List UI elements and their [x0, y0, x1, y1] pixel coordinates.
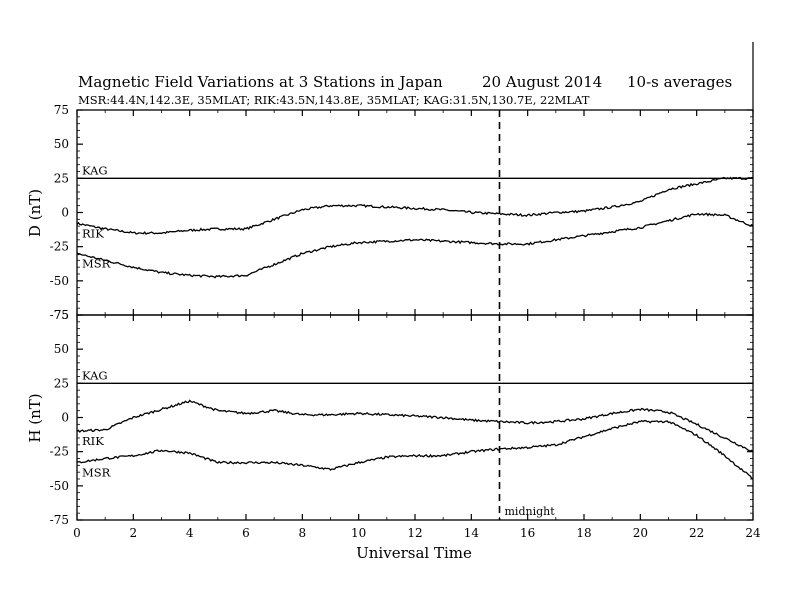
- series-line-msr-h: [76, 419, 754, 480]
- series-label-kag-d: KAG: [82, 163, 108, 177]
- y-tick-label-d: -50: [50, 274, 69, 288]
- y-tick-label-d: 50: [54, 137, 69, 151]
- x-axis-title: Universal Time: [356, 544, 472, 562]
- panel-d: 75 50 25 0 -25 -50 -75 KAG RIK MSR: [50, 103, 754, 322]
- y-tick-label-h: -75: [50, 513, 69, 527]
- x-tick-label: 18: [576, 526, 591, 540]
- x-tick-label: 12: [407, 526, 422, 540]
- y-tick-label-h: 75: [54, 308, 69, 322]
- x-tick-label: 2: [130, 526, 138, 540]
- y-tick-label-h: -25: [50, 445, 69, 459]
- stations-subtitle: MSR:44.4N,142.3E, 35MLAT; RIK:43.5N,143.…: [78, 93, 590, 107]
- x-tick-label: 22: [689, 526, 704, 540]
- x-tick-label: 10: [351, 526, 366, 540]
- x-tick-label: 0: [73, 526, 81, 540]
- y-tick-label-h: 25: [54, 376, 69, 390]
- x-tick-label: 24: [745, 526, 761, 540]
- x-tick-label: 14: [464, 526, 480, 540]
- y-tick-label-d: 25: [54, 171, 69, 185]
- y-tick-label-d: 0: [61, 206, 69, 220]
- x-tick-label: 8: [299, 526, 307, 540]
- y-tick-label-h: -50: [50, 479, 69, 493]
- plot-frame-d: [76, 109, 754, 316]
- series-line-rik-d: [76, 176, 754, 235]
- y-axis-title-d: D (nT): [26, 189, 44, 237]
- y-tick-label-h: 50: [54, 342, 69, 356]
- series-label-rik-d: RIK: [82, 226, 104, 240]
- x-tick-label: 20: [633, 526, 648, 540]
- y-tick-label-d: 75: [54, 103, 69, 117]
- x-tick-label: 16: [520, 526, 535, 540]
- series-label-msr-d: MSR: [82, 257, 111, 271]
- plot-frame-h: [76, 314, 754, 521]
- y-tick-label-d: -25: [50, 240, 69, 254]
- x-tick-label: 4: [186, 526, 194, 540]
- y-tick-label-d: -75: [50, 308, 69, 322]
- series-label-rik-h: RIK: [82, 434, 104, 448]
- chart-averaging: 10-s averages: [627, 73, 732, 91]
- x-tick-label: 6: [242, 526, 250, 540]
- series-line-msr-d: [76, 212, 754, 279]
- series-label-kag-h: KAG: [82, 368, 108, 382]
- series-line-rik-h: [76, 399, 754, 453]
- y-tick-label-h: 0: [61, 411, 69, 425]
- midnight-label: midnight: [505, 505, 556, 518]
- series-label-msr-h: MSR: [82, 466, 111, 480]
- y-axis-title-h: H (nT): [26, 393, 44, 442]
- chart-title: Magnetic Field Variations at 3 Stations …: [78, 73, 443, 91]
- chart-date: 20 August 2014: [482, 73, 602, 91]
